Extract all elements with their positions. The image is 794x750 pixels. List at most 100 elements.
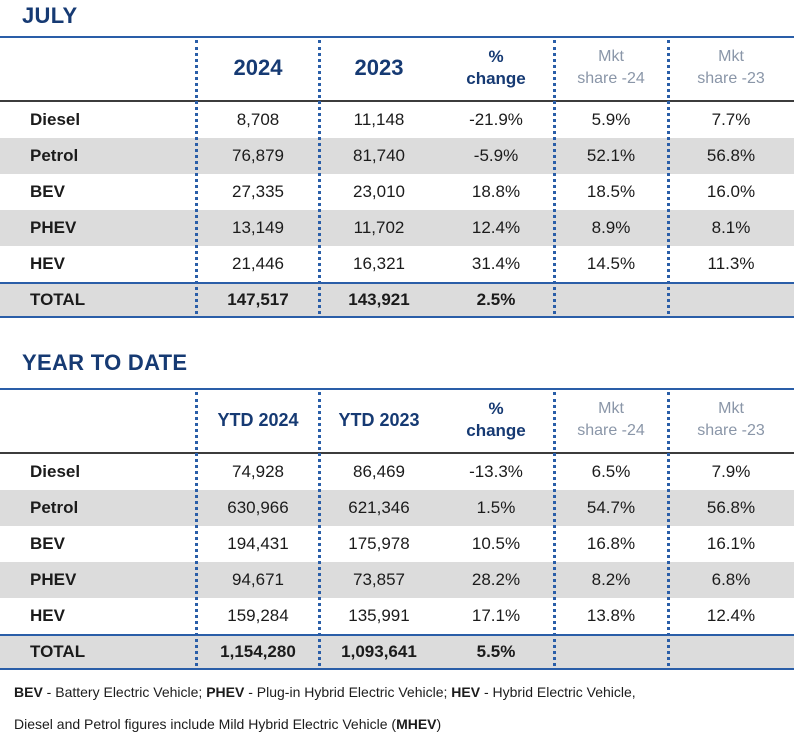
cell-ytd-2023: 86,469 xyxy=(353,462,405,481)
column-divider xyxy=(318,40,321,314)
cell-mkt-23: 16.1% xyxy=(706,534,756,553)
row-label: Petrol xyxy=(30,498,79,517)
mkt-share-23-label: share -23 xyxy=(697,70,765,87)
cell-ytd-2023: 73,857 xyxy=(353,570,405,589)
cell-mkt-24: 6.5% xyxy=(591,462,631,481)
cell-mkt-23: 7.7% xyxy=(711,110,751,129)
table-row: BEV 27,335 23,010 18.8% 18.5% 16.0% xyxy=(0,174,794,210)
cell-pct-change: 17.1% xyxy=(471,606,521,625)
footnote-term: MHEV xyxy=(396,716,437,732)
cell-ytd-2023: 621,346 xyxy=(348,498,410,517)
cell-mkt-24: 8.2% xyxy=(591,570,631,589)
footnote-term: HEV xyxy=(451,684,481,700)
table-row: BEV 194,431 175,978 10.5% 16.8% 16.1% xyxy=(0,526,794,562)
column-divider xyxy=(667,392,670,666)
column-divider xyxy=(195,392,198,666)
cell-ytd-2023: 175,978 xyxy=(348,534,410,553)
july-header-2024: 2024 xyxy=(196,36,320,100)
cell-2023: 11,702 xyxy=(353,218,405,237)
pct-change-label: change xyxy=(466,421,526,440)
total-label: TOTAL xyxy=(30,290,86,309)
cell-mkt-24: 54.7% xyxy=(586,498,636,517)
cell-pct-change: 10.5% xyxy=(471,534,521,553)
cell-2024: 27,335 xyxy=(232,182,284,201)
row-label: Diesel xyxy=(30,462,81,481)
footnote-line-1: BEV - Battery Electric Vehicle; PHEV - P… xyxy=(14,684,636,700)
pct-symbol: % xyxy=(488,47,504,66)
cell-ytd-2024: 74,928 xyxy=(232,462,284,481)
mkt-share-24-label: share -24 xyxy=(577,70,645,87)
row-label: Petrol xyxy=(30,146,79,165)
cell-mkt-23: 56.8% xyxy=(706,146,756,165)
ytd-header-2023: YTD 2023 xyxy=(320,388,438,452)
row-label: Diesel xyxy=(30,110,81,129)
footnote-text: Diesel and Petrol figures include Mild H… xyxy=(14,716,397,732)
cell-mkt-24: 5.9% xyxy=(591,110,631,129)
column-divider xyxy=(318,392,321,666)
cell-pct-change: 31.4% xyxy=(471,254,521,273)
total-row: TOTAL 1,154,280 1,093,641 5.5% xyxy=(0,636,794,668)
july-total-top-rule xyxy=(0,282,794,284)
footnote-text: ) xyxy=(436,716,442,732)
row-label: BEV xyxy=(30,182,65,201)
cell-mkt-23: 6.8% xyxy=(711,570,751,589)
table-row: Petrol 630,966 621,346 1.5% 54.7% 56.8% xyxy=(0,490,794,526)
table-row: PHEV 13,149 11,702 12.4% 8.9% 8.1% xyxy=(0,210,794,246)
total-ytd-2023: 1,093,641 xyxy=(341,642,417,661)
ytd-header-2024: YTD 2024 xyxy=(196,388,320,452)
mkt-share-24-label: share -24 xyxy=(577,422,645,439)
mkt-share-23-label: share -23 xyxy=(697,422,765,439)
pct-change-label: change xyxy=(466,69,526,88)
total-row: TOTAL 147,517 143,921 2.5% xyxy=(0,284,794,316)
cell-mkt-23: 8.1% xyxy=(711,218,751,237)
footnote-text: - Plug-in Hybrid Electric Vehicle; xyxy=(244,684,452,700)
cell-pct-change: 18.8% xyxy=(471,182,521,201)
cell-pct-change: 28.2% xyxy=(471,570,521,589)
total-label: TOTAL xyxy=(30,642,86,661)
col-2024-label: 2024 xyxy=(233,55,283,80)
ytd-title: YEAR TO DATE xyxy=(22,350,188,375)
cell-pct-change: -13.3% xyxy=(469,462,523,481)
cell-mkt-23: 11.3% xyxy=(707,254,755,273)
total-2023: 143,921 xyxy=(348,290,410,309)
cell-2023: 23,010 xyxy=(353,182,405,201)
ytd-top-rule xyxy=(0,388,794,390)
table-row: Diesel 8,708 11,148 -21.9% 5.9% 7.7% xyxy=(0,102,794,138)
cell-2023: 81,740 xyxy=(353,146,405,165)
column-divider xyxy=(667,40,670,314)
ytd-header-rule xyxy=(0,452,794,454)
cell-ytd-2024: 194,431 xyxy=(227,534,289,553)
cell-mkt-24: 52.1% xyxy=(586,146,636,165)
cell-mkt-24: 8.9% xyxy=(591,218,631,237)
ytd-header-mkt24: Mkt share -24 xyxy=(554,388,668,452)
july-top-rule xyxy=(0,36,794,38)
july-title: JULY xyxy=(22,3,78,28)
col-ytd-2023-label: YTD 2023 xyxy=(338,409,420,430)
footnote-text: - Battery Electric Vehicle; xyxy=(42,684,207,700)
row-label: PHEV xyxy=(30,570,77,589)
cell-pct-change: 12.4% xyxy=(471,218,521,237)
july-bottom-rule xyxy=(0,316,794,318)
mkt-label: Mkt xyxy=(598,48,624,65)
total-pct-change: 2.5% xyxy=(476,290,516,309)
row-label: HEV xyxy=(30,254,65,273)
cell-pct-change: -21.9% xyxy=(469,110,523,129)
cell-2024: 21,446 xyxy=(232,254,284,273)
july-header-mkt24: Mkt share -24 xyxy=(554,36,668,100)
col-ytd-2024-label: YTD 2024 xyxy=(217,409,299,430)
footnote-text: - Hybrid Electric Vehicle, xyxy=(480,684,636,700)
ytd-header-mkt23: Mkt share -23 xyxy=(668,388,794,452)
ytd-header-pct: % change xyxy=(438,388,554,452)
table-row: PHEV 94,671 73,857 28.2% 8.2% 6.8% xyxy=(0,562,794,598)
july-table: 2024 2023 % change Mkt share -24 Mkt sha… xyxy=(0,36,794,318)
july-header-2023: 2023 xyxy=(320,36,438,100)
footnote-term: BEV xyxy=(14,684,43,700)
total-ytd-2024: 1,154,280 xyxy=(220,642,296,661)
july-header-rule xyxy=(0,100,794,102)
cell-mkt-24: 14.5% xyxy=(586,254,636,273)
mkt-label: Mkt xyxy=(718,400,744,417)
cell-ytd-2024: 159,284 xyxy=(227,606,289,625)
cell-mkt-24: 16.8% xyxy=(586,534,636,553)
column-divider xyxy=(195,40,198,314)
row-label: BEV xyxy=(30,534,65,553)
